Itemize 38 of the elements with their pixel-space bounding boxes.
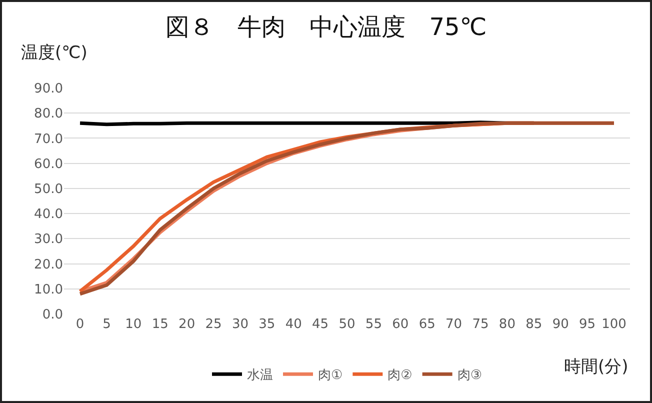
x-tick-label: 90: [552, 317, 569, 332]
y-tick-label: 60.0: [34, 156, 63, 172]
x-tick-label: 50: [338, 317, 356, 332]
y-tick-label: 30.0: [34, 232, 63, 248]
y-tick-label: 90.0: [34, 82, 63, 97]
y-tick-label: 40.0: [34, 207, 63, 222]
x-tick-label: 85: [526, 317, 542, 332]
x-tick-label: 55: [365, 317, 382, 332]
x-tick-label: 100: [602, 317, 626, 332]
x-axis-title: 時間(分): [564, 357, 628, 377]
x-tick-label: 5: [102, 317, 111, 332]
y-tick-label: 80.0: [34, 106, 63, 122]
x-tick-label: 15: [152, 317, 168, 332]
y-tick-label: 0.0: [42, 308, 63, 323]
legend-label: 水温: [247, 368, 273, 384]
x-tick-label: 35: [258, 317, 276, 332]
x-tick-label: 45: [312, 317, 329, 332]
y-tick-label: 50.0: [34, 182, 63, 197]
x-tick-label: 10: [125, 317, 142, 332]
x-tick-label: 75: [472, 317, 489, 332]
x-tick-label: 30: [232, 317, 248, 332]
legend-label: 肉②: [388, 368, 412, 384]
y-tick-label: 70.0: [34, 132, 63, 147]
x-tick-label: 40: [285, 317, 302, 332]
legend-label: 肉①: [318, 368, 343, 384]
legend-label: 肉③: [457, 368, 482, 384]
x-tick-label: 60: [392, 317, 409, 332]
x-tick-label: 65: [418, 317, 436, 332]
x-tick-label: 70: [446, 317, 462, 332]
x-tick-label: 25: [205, 317, 222, 332]
chart-title: 図８ 牛肉 中心温度 75℃: [165, 12, 487, 41]
x-tick-label: 95: [579, 317, 596, 332]
x-tick-label: 20: [178, 317, 196, 332]
y-tick-label: 10.0: [34, 282, 63, 298]
y-tick-label: 20.0: [34, 257, 63, 272]
x-tick-label: 80: [498, 317, 516, 332]
y-axis-title: 温度(℃): [21, 43, 88, 63]
x-tick-label: 0: [76, 317, 84, 332]
